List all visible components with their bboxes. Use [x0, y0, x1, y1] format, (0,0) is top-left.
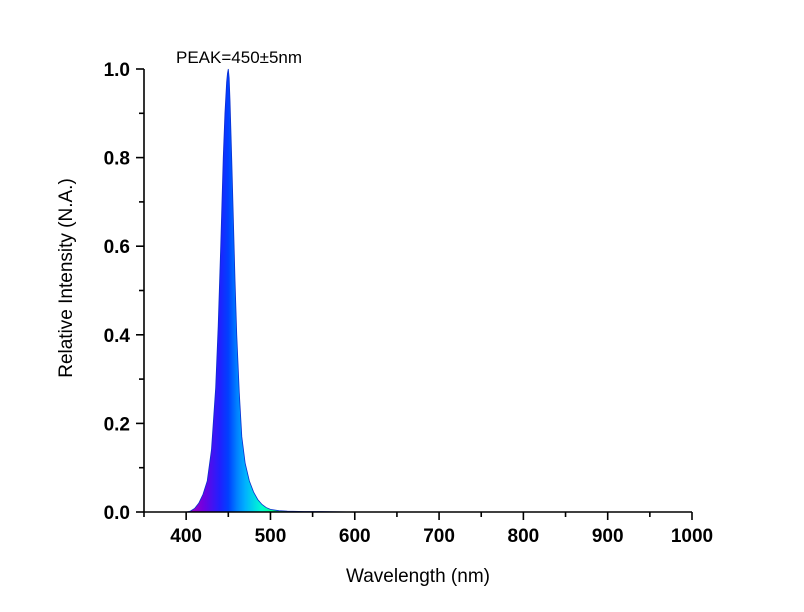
x-tick-label: 800	[508, 526, 540, 547]
x-axis-title: Wavelength (nm)	[346, 566, 490, 587]
x-axis-ticks: 400 500 600 700 800 900 1000	[143, 512, 713, 547]
y-axis-ticks: 0.0 0.2 0.4 0.6 0.8 1.0	[104, 60, 144, 524]
spectrum-line	[186, 68, 692, 513]
y-axis-title: Relative Intensity (N.A.)	[56, 178, 77, 378]
x-tick-label: 600	[339, 526, 371, 547]
x-tick-label: 700	[423, 526, 455, 547]
y-tick-label: 1.0	[104, 60, 130, 81]
y-tick-label: 0.0	[104, 503, 130, 524]
x-tick-label: 900	[592, 526, 624, 547]
y-tick-label: 0.2	[104, 414, 130, 435]
y-tick-label: 0.6	[104, 237, 130, 258]
x-tick-label: 400	[170, 526, 202, 547]
y-tick-label: 0.8	[104, 149, 130, 170]
x-tick-label: 1000	[671, 526, 713, 547]
y-tick-label: 0.4	[104, 326, 131, 347]
x-tick-label: 500	[255, 526, 287, 547]
peak-annotation: PEAK=450±5nm	[176, 48, 302, 67]
spectrum-area	[186, 69, 692, 512]
